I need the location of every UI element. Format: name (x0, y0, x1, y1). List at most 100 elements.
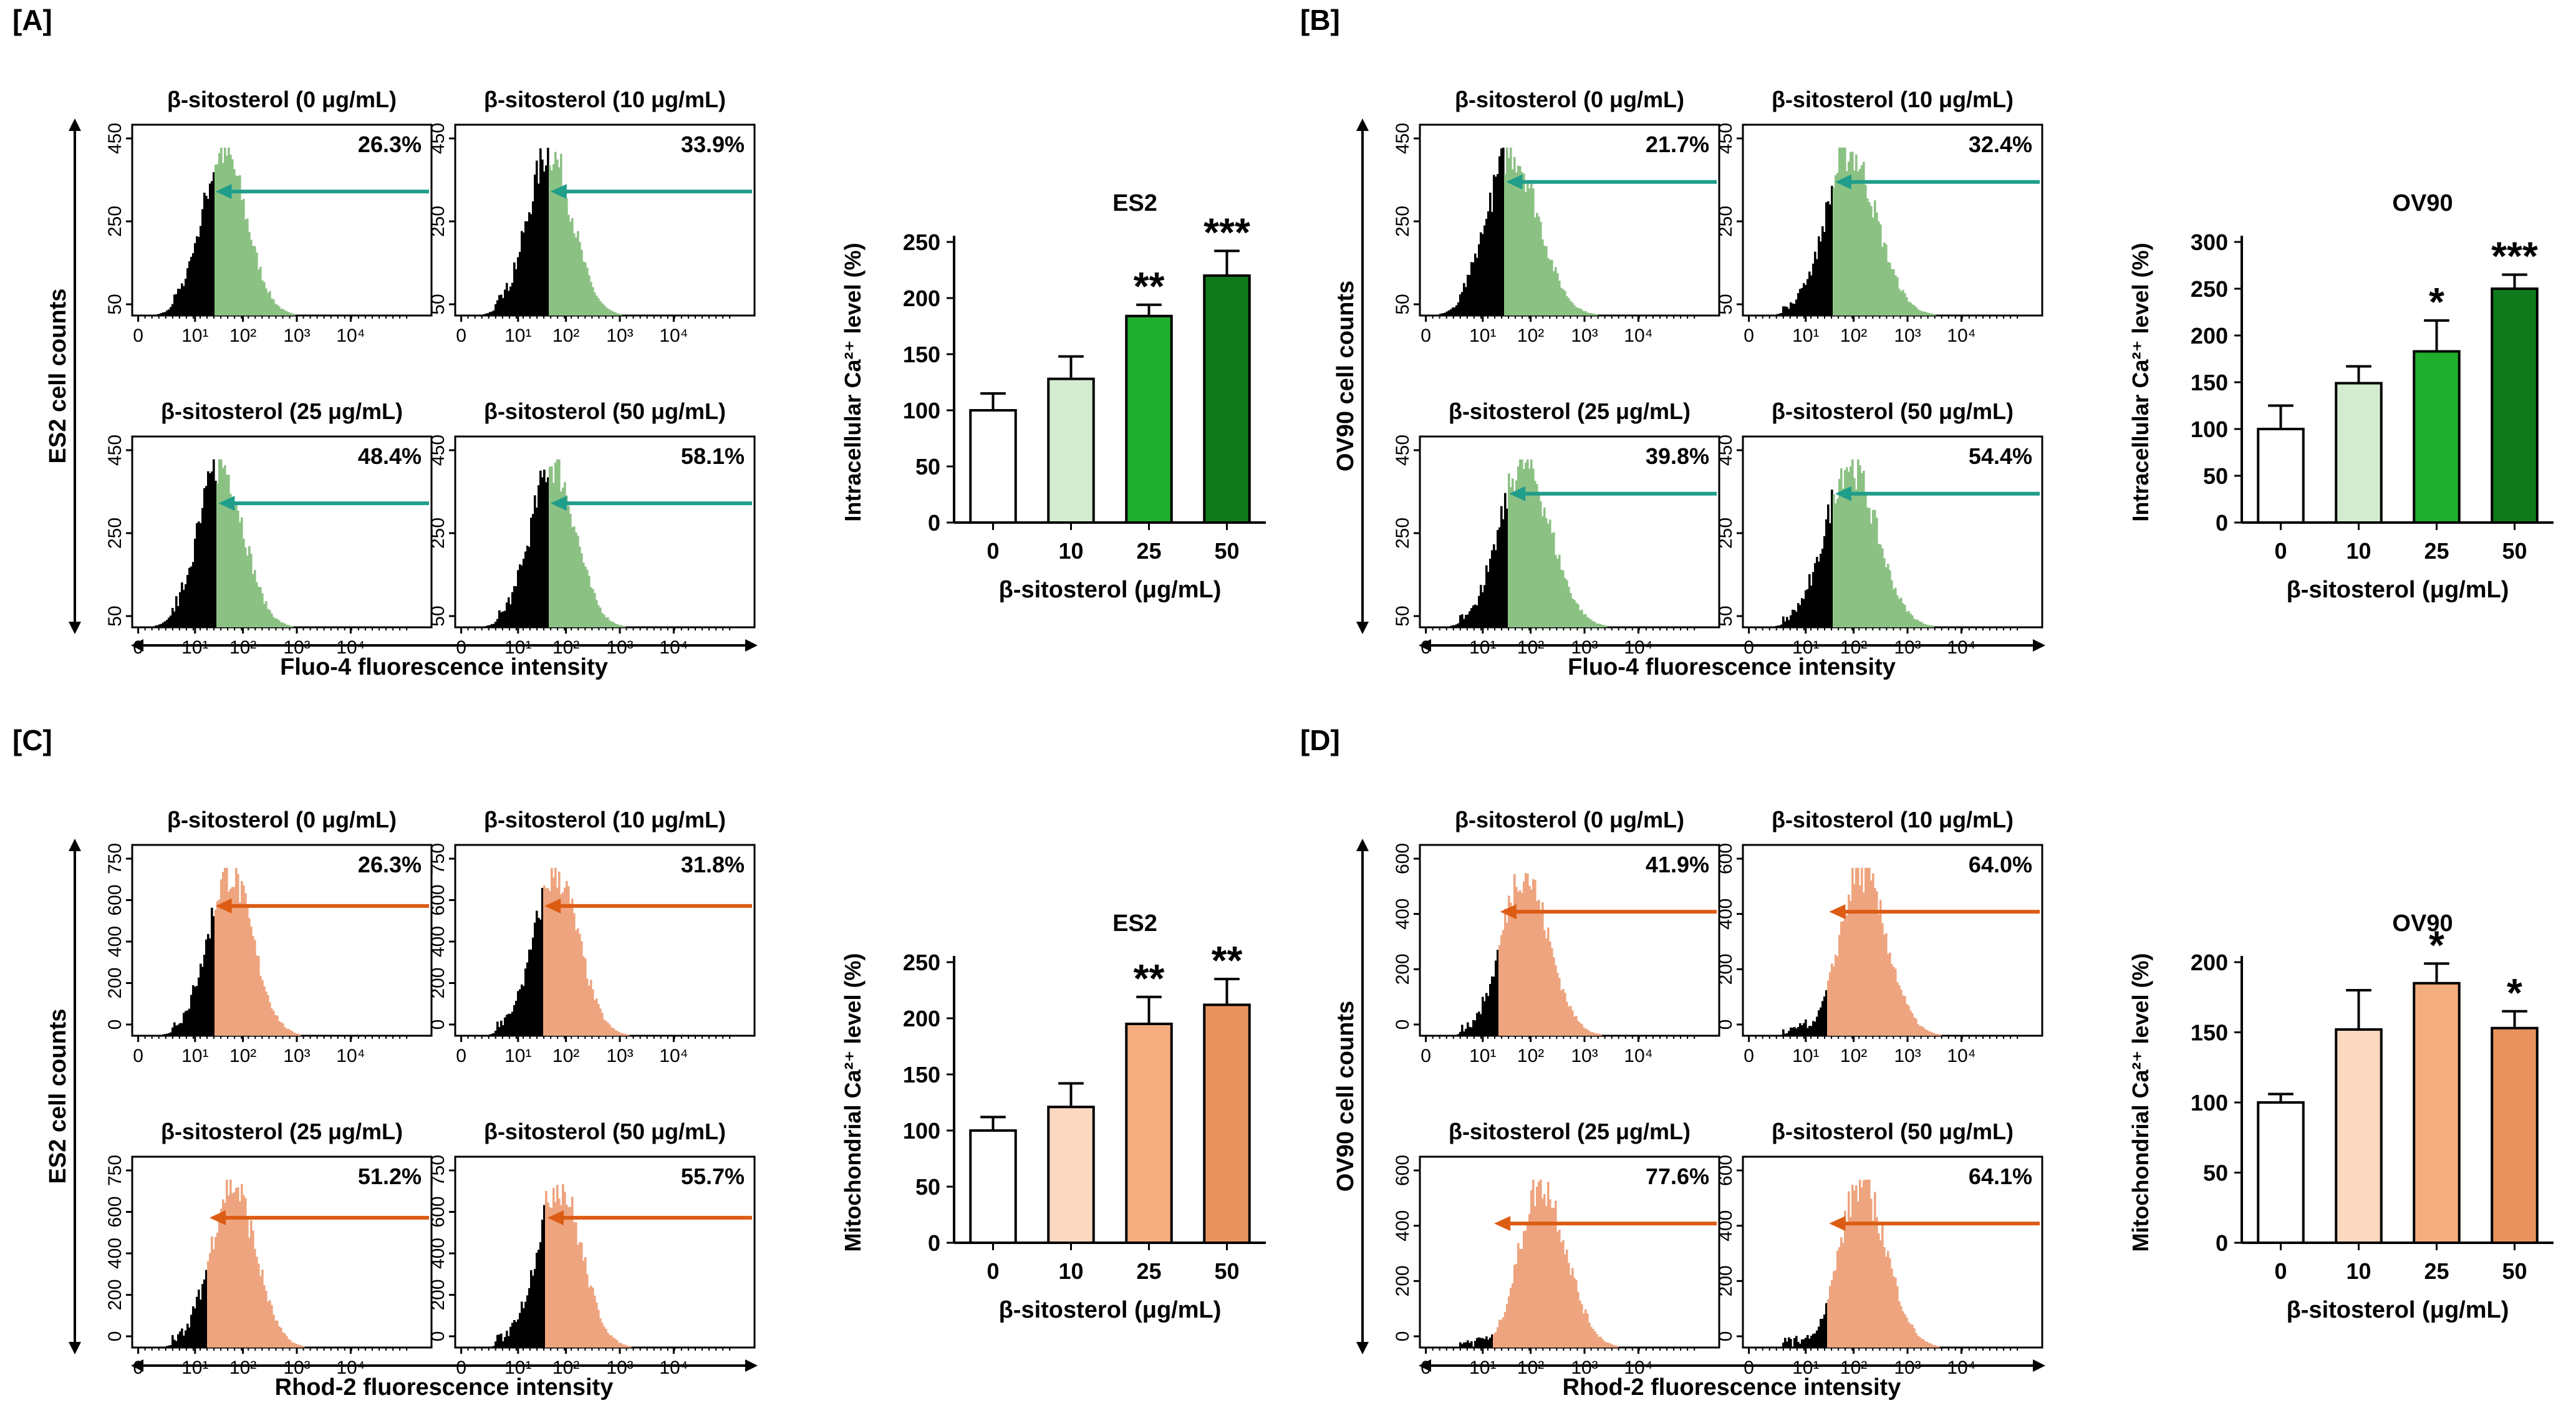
histogram-bin (519, 251, 521, 316)
histogram-bin (1551, 259, 1553, 316)
histogram-bin (575, 1222, 577, 1348)
histogram-bin (1457, 302, 1460, 316)
bar-category-label: 0 (987, 1258, 999, 1284)
bar-y-tick-label: 0 (928, 510, 940, 536)
histogram-bin (1547, 523, 1550, 627)
histogram-bin (1553, 271, 1555, 316)
histogram-bin (1777, 625, 1779, 627)
histogram-bin (1838, 147, 1841, 316)
histogram-bin (1571, 1010, 1574, 1036)
histogram-bin (1917, 1335, 1919, 1348)
histogram-bin (582, 261, 585, 316)
histogram-bin (1906, 1317, 1908, 1348)
x-tick-label: 0 (1421, 637, 1431, 658)
histogram-bin (1596, 1334, 1598, 1348)
histogram-bin (1577, 1021, 1580, 1036)
bar-x-axis-label: β-sitosterol (μg/mL) (2287, 577, 2509, 603)
histogram-bin (1786, 1341, 1788, 1348)
x-tick-label: 10⁴ (336, 637, 365, 658)
histogram-bin (224, 867, 226, 1036)
histogram-bin (1613, 1345, 1615, 1348)
histogram-bin (1788, 1031, 1790, 1036)
histogram-bin (508, 291, 510, 316)
significance-marker: ** (1134, 956, 1165, 1001)
histogram-bin (562, 193, 564, 316)
histogram-bin (274, 1015, 277, 1036)
histogram-bin (1566, 1001, 1568, 1036)
histogram-bin (612, 622, 615, 627)
histogram-bin (203, 193, 206, 316)
histogram-bin (1846, 171, 1848, 316)
histogram-bin (278, 1326, 281, 1348)
histogram-bin (1538, 494, 1540, 627)
histogram-bin (1913, 305, 1916, 316)
histogram-bin (558, 459, 561, 627)
histogram-bin (1483, 225, 1486, 316)
x-tick-label: 10¹ (1792, 326, 1819, 346)
histogram-bin (1596, 623, 1598, 627)
histogram-bin (1571, 1268, 1574, 1348)
histogram-bin (582, 562, 585, 627)
histogram-bin (1467, 1340, 1469, 1348)
histogram-bin (1519, 166, 1522, 316)
x-tick-label: 10² (1840, 1358, 1867, 1378)
histogram-bin (276, 1015, 279, 1036)
histogram-bin (1461, 292, 1464, 316)
histogram-bin (1480, 1338, 1482, 1348)
histogram-bin (1835, 1270, 1837, 1348)
x-tick-label: 10³ (1571, 326, 1598, 346)
histogram-bin (1799, 289, 1802, 316)
bar (1203, 274, 1251, 524)
histogram-bin (1810, 586, 1813, 627)
histogram-bin (517, 991, 519, 1036)
x-tick-label: 10¹ (504, 1046, 531, 1066)
bar-category-label: 0 (2274, 1258, 2287, 1284)
cell-count-axis-label: ES2 cell counts (45, 1009, 71, 1184)
histogram-bin (216, 901, 219, 1036)
x-tick-label: 10⁴ (1624, 1358, 1652, 1378)
histogram-bin (509, 604, 512, 627)
bar-y-tick-label: 0 (2216, 1230, 2228, 1256)
histogram-bin (586, 569, 589, 627)
histogram-bin (1461, 1344, 1464, 1348)
histogram-bin (1450, 625, 1452, 627)
histogram-bin (524, 1301, 527, 1348)
histogram-bin (1784, 306, 1787, 316)
histogram-bin (1850, 152, 1852, 316)
histogram-bin (556, 1185, 559, 1348)
histogram-bin (1846, 467, 1848, 627)
histogram-bin (1853, 884, 1856, 1036)
histogram-bin (1812, 263, 1815, 316)
histogram-bin (1493, 175, 1495, 316)
histogram-bin (1517, 466, 1520, 627)
histogram-bin (1555, 267, 1557, 316)
histogram-bin (1831, 185, 1833, 316)
histogram-bin (558, 871, 561, 1036)
histogram-bin (1551, 533, 1553, 627)
histogram-bin (1881, 246, 1884, 316)
y-tick-label: 750 (105, 843, 125, 874)
histogram-bin (1881, 923, 1884, 1036)
histogram-bin (157, 625, 159, 627)
histogram-bin (1549, 942, 1551, 1036)
histogram-bin (192, 985, 195, 1036)
histogram-bin (569, 221, 572, 316)
histogram-bin (1586, 1313, 1589, 1348)
histogram-bin (493, 1346, 495, 1348)
histogram-bin (1609, 1343, 1611, 1348)
histogram-bin (1586, 617, 1589, 627)
chart-title: OV90 (2392, 910, 2453, 937)
histogram-bin (577, 928, 579, 1036)
histogram-bin (538, 183, 540, 316)
histogram-bin (1493, 544, 1495, 627)
histogram-bin (539, 470, 542, 627)
histogram-bin (243, 885, 245, 1036)
histogram-bin (1446, 311, 1449, 316)
histogram-bin (222, 163, 224, 316)
histogram-bin (1870, 206, 1873, 316)
y-tick-label: 200 (105, 967, 125, 998)
x-tick-label: 10² (552, 1358, 579, 1378)
histogram-bin (179, 289, 181, 316)
